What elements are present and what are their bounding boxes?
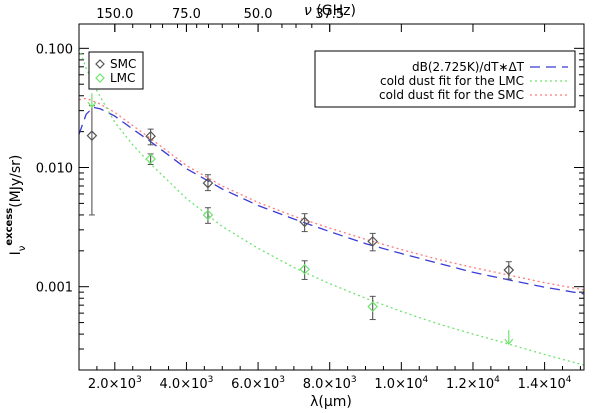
x-tick-label: 1.0×104: [374, 375, 428, 392]
smc-marker: [145, 130, 156, 142]
legend-lmc-label: LMC: [110, 71, 135, 85]
curve-cold-dust-fit-for-the-smc: [79, 97, 584, 291]
y-tick-label: 0.100: [36, 42, 73, 57]
legend-points-box: [88, 51, 144, 90]
lmc-upper-limit-arrow: [504, 338, 514, 346]
plot-frame: [78, 23, 585, 371]
legend-line-1-label: dB(2.725K)/dT∗ΔT: [412, 60, 525, 74]
y-tick-label: 0.010: [36, 162, 73, 177]
lmc-upper-limit-arrow: [87, 101, 97, 109]
lmc-point: [299, 260, 310, 280]
smc-point: [86, 105, 98, 216]
lmc-upper-limit: [504, 330, 514, 346]
smc-point: [145, 128, 156, 146]
top-tick-label: 50.0: [244, 7, 273, 22]
top-tick-label: 150.0: [96, 7, 133, 22]
x-tick-label: 1.2×104: [446, 375, 500, 392]
lmc-upper-limit: [87, 93, 97, 109]
x-axis-title: λ(μm): [310, 394, 352, 410]
smc-marker: [367, 236, 379, 247]
smc-marker: [299, 216, 310, 228]
top-tick-label: 75.0: [172, 7, 201, 22]
smc-marker: [503, 264, 515, 276]
x-tick-label: 1.4×104: [518, 375, 572, 392]
legend-line-3-label: cold dust fit for the SMC: [379, 88, 524, 102]
lmc-marker: [145, 153, 156, 165]
top-axis-title: ν (GHz): [304, 3, 356, 19]
axes-ticks: 2.0×103 4.0×103 6.0×103 8.0×103 1.0×104 1.2×1…: [36, 7, 584, 392]
x-tick-label: 2.0×103: [88, 375, 142, 392]
data-points: [86, 93, 515, 346]
legend-smc-marker: [95, 59, 105, 69]
smc-point: [503, 261, 515, 280]
smc-point: [367, 232, 379, 252]
lmc-point: [367, 295, 379, 321]
y-tick-label: 0.001: [36, 281, 73, 296]
lmc-point: [202, 207, 214, 224]
legend-lines-box: [314, 50, 576, 108]
lmc-marker: [367, 301, 379, 313]
top-tick-label: 37.5: [315, 7, 344, 22]
legend-smc-label: SMC: [110, 57, 136, 71]
lmc-point: [145, 153, 156, 165]
legend-line-2-label: cold dust fit for the LMC: [380, 74, 524, 88]
legend-lmc-marker: [95, 73, 105, 83]
curve-cold-dust-fit-for-the-lmc: [79, 48, 584, 366]
x-tick-label: 4.0×103: [160, 375, 214, 392]
smc-marker: [202, 177, 214, 189]
x-tick-label: 8.0×103: [303, 375, 357, 392]
smc-marker: [86, 130, 98, 142]
x-tick-label: 6.0×103: [231, 375, 285, 392]
curve-db-2-725k-dt-t: [79, 106, 584, 295]
smc-point: [299, 213, 310, 233]
smc-point: [202, 174, 214, 192]
lmc-marker: [299, 263, 310, 275]
y-axis-title: Iνexcess(MJy/sr): [4, 155, 28, 256]
lmc-marker: [202, 209, 214, 221]
model-curves: [79, 48, 584, 366]
